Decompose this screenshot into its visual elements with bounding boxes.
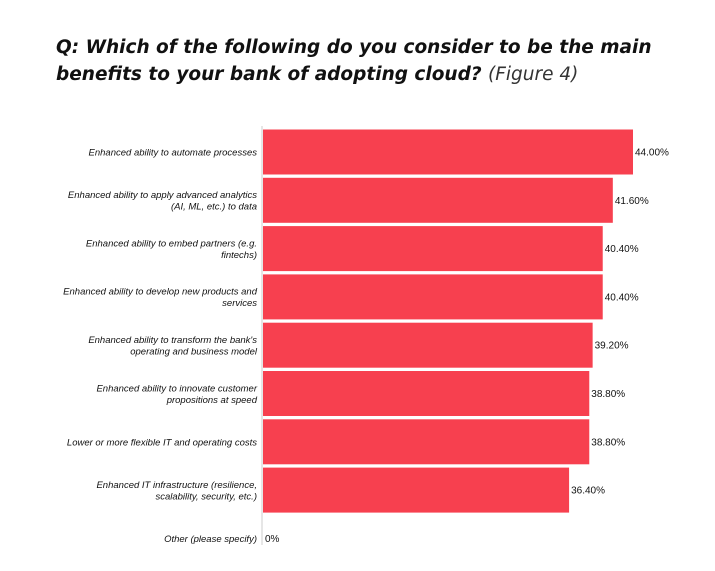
category-label-6-line-1: Enhanced ability to innovate customer <box>96 383 257 394</box>
chart-title: Q: Which of the following do you conside… <box>56 34 696 88</box>
bar-7 <box>263 419 590 465</box>
category-label-2-line-1: Enhanced ability to apply advanced analy… <box>68 190 257 201</box>
category-label-3-line-1: Enhanced ability to embed partners (e.g. <box>86 238 257 249</box>
category-label-9: Other (please specify) <box>164 534 257 545</box>
value-label-9: 0% <box>265 534 280 545</box>
bar-2 <box>263 177 613 223</box>
figure-reference: (Figure 4) <box>488 64 579 85</box>
value-label-5: 39.20% <box>595 341 629 352</box>
value-label-2: 41.60% <box>615 196 649 207</box>
category-label-1: Enhanced ability to automate processes <box>89 148 258 159</box>
category-label-8-line-1: Enhanced IT infrastructure (resilience, <box>96 480 257 491</box>
category-label-2-line-2: (AI, ML, etc.) to data <box>171 202 257 213</box>
category-label-4-line-1: Enhanced ability to develop new products… <box>63 287 258 298</box>
bar-3 <box>263 226 603 272</box>
bar-4 <box>263 274 603 320</box>
value-label-6: 38.80% <box>591 389 625 400</box>
category-label-3-line-2: fintechs) <box>221 250 257 261</box>
bar-1 <box>263 129 633 175</box>
category-label-4-line-2: services <box>222 298 257 309</box>
value-label-1: 44.00% <box>635 148 669 159</box>
bar-6 <box>263 371 590 416</box>
value-label-4: 40.40% <box>605 292 639 303</box>
category-label-5-line-2: operating and business model <box>130 346 258 357</box>
value-label-3: 40.40% <box>605 244 639 255</box>
category-label-6-line-2: propositions at speed <box>166 395 258 406</box>
bar-8 <box>263 467 570 513</box>
value-label-7: 38.80% <box>591 437 625 448</box>
value-label-8: 36.40% <box>571 486 605 497</box>
chart-title-text: Q: Which of the following do you conside… <box>56 37 652 85</box>
category-label-7: Lower or more flexible IT and operating … <box>67 437 257 448</box>
bar-5 <box>263 322 593 368</box>
category-label-5-line-1: Enhanced ability to transform the bank's <box>88 335 257 346</box>
category-label-8-line-2: scalability, security, etc.) <box>155 491 257 502</box>
